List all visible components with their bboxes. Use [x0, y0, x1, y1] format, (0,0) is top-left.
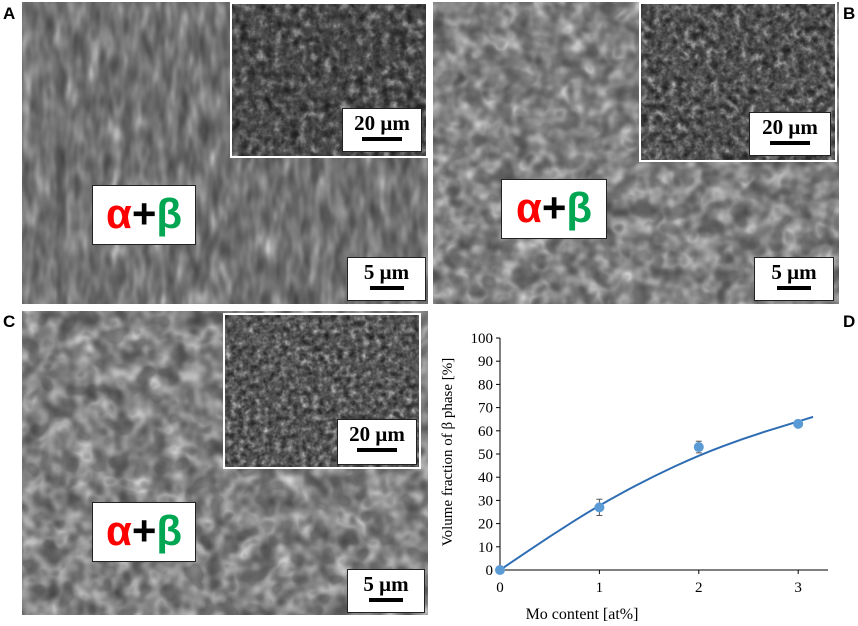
plus-sign: +	[541, 184, 567, 231]
scale-bar-c: 5 μm	[347, 569, 425, 613]
panel-label-b: B	[843, 4, 856, 23]
volume-fraction-chart: 0 10 20 30 40 50 60 70 80 90 100 0 1 2 3 Volume fract…	[440, 331, 828, 623]
panel-label-d: D	[843, 312, 856, 331]
micrograph-a: 20 μm α+β 5 μm	[22, 2, 428, 304]
alpha-symbol: α	[106, 190, 132, 237]
x-tick-label: 0	[496, 580, 504, 596]
y-tick-label: 70	[478, 401, 493, 417]
inset-scale-line-c	[357, 448, 397, 452]
x-tick-label: 3	[794, 580, 802, 596]
phase-label-a: α+β	[92, 185, 196, 245]
scale-label-c: 5 μm	[363, 572, 409, 596]
panel-label-a: A	[3, 4, 16, 23]
micrograph-c: 20 μm α+β 5 μm	[22, 311, 428, 615]
plus-sign: +	[131, 190, 157, 237]
fit-curve	[499, 415, 814, 571]
beta-symbol: β	[156, 190, 182, 237]
phase-label-b: α+β	[501, 179, 607, 239]
inset-scale-line-a	[362, 137, 402, 141]
inset-scale-bar-b: 20 μm	[749, 112, 831, 156]
inset-scale-label-c: 20 μm	[349, 422, 405, 446]
x-axis-label: Mo content [at%]	[526, 606, 639, 623]
panel-label-c: C	[3, 312, 16, 331]
inset-scale-bar-a: 20 μm	[342, 108, 422, 152]
inset-scale-label-a: 20 μm	[354, 111, 410, 135]
data-point	[793, 418, 804, 429]
scale-bar-a: 5 μm	[347, 257, 426, 301]
y-tick-label: 40	[478, 470, 493, 486]
y-tick-label: 10	[478, 540, 493, 556]
y-tick-label: 50	[478, 447, 493, 463]
y-axis-label: Volume fraction of β phase [%]	[440, 358, 456, 547]
inset-micrograph-b: 20 μm	[639, 2, 837, 162]
inset-micrograph-c: 20 μm	[223, 313, 421, 469]
x-tick-label: 2	[695, 580, 703, 596]
y-tick-label: 100	[471, 331, 494, 347]
y-tick-label: 80	[478, 377, 493, 393]
inset-scale-label-b: 20 μm	[762, 115, 818, 139]
y-tick-label: 30	[478, 493, 493, 509]
data-point	[594, 502, 605, 513]
scale-bar-b: 5 μm	[754, 257, 834, 301]
y-tick-label: 60	[478, 424, 493, 440]
y-tick-label: 90	[478, 354, 493, 370]
scale-label-b: 5 μm	[771, 260, 817, 284]
beta-symbol: β	[156, 507, 182, 554]
y-tick-label: 20	[478, 517, 493, 533]
data-point	[495, 565, 505, 575]
plus-sign: +	[131, 507, 157, 554]
y-axis: 0 10 20 30 40 50 60 70 80 90 100	[471, 331, 501, 579]
x-axis: 0 1 2 3	[496, 569, 828, 596]
chart-series	[495, 415, 814, 575]
inset-scale-bar-c: 20 μm	[337, 419, 417, 465]
beta-symbol: β	[566, 184, 592, 231]
y-tick-label: 0	[486, 563, 494, 579]
micrograph-b: 20 μm α+β 5 μm	[433, 2, 839, 304]
scale-label-a: 5 μm	[363, 260, 410, 284]
inset-micrograph-a: 20 μm	[230, 2, 428, 158]
x-tick-label: 1	[596, 580, 604, 596]
alpha-symbol: α	[106, 507, 132, 554]
alpha-symbol: α	[516, 184, 542, 231]
phase-label-c: α+β	[92, 502, 196, 562]
scale-line-a	[369, 286, 404, 290]
scale-line-c	[369, 598, 403, 602]
inset-scale-line-b	[770, 141, 810, 145]
data-point	[693, 442, 704, 453]
scale-line-b	[777, 286, 811, 290]
